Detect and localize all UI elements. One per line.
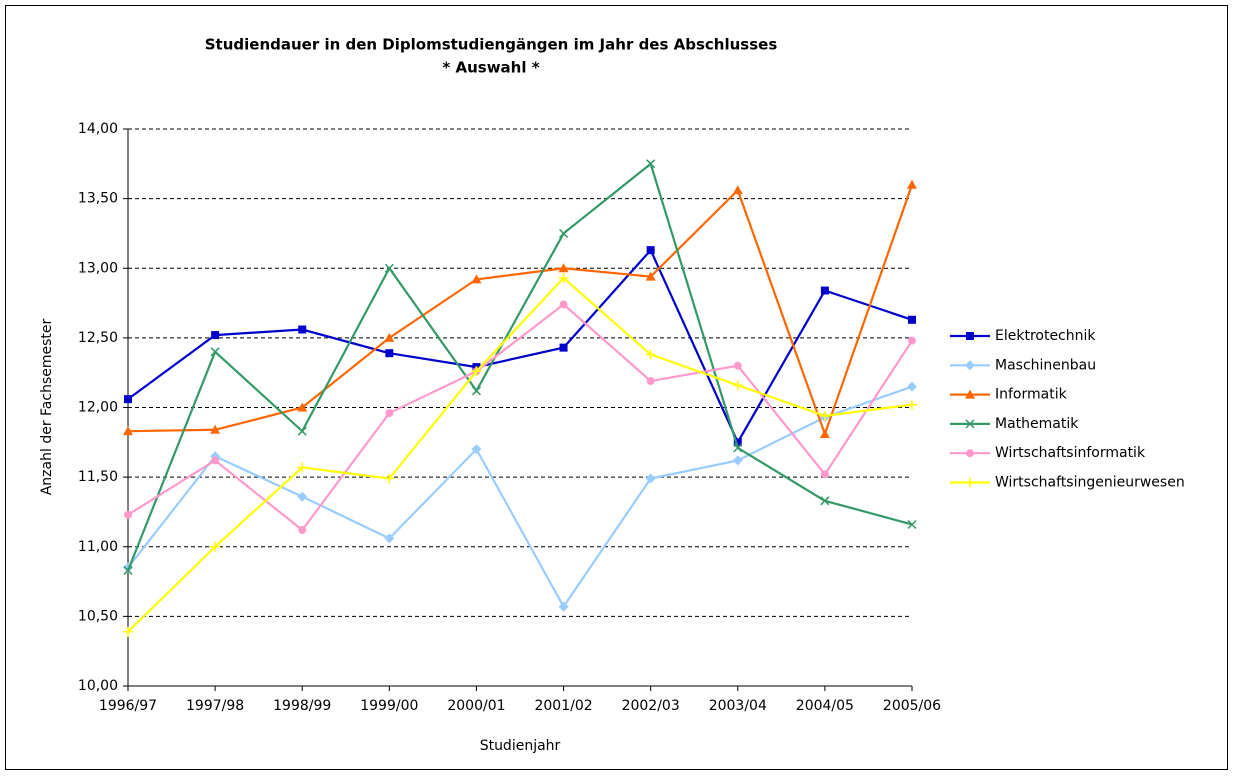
data-point — [297, 462, 308, 473]
y-tick-label: 11,50 — [78, 469, 118, 485]
data-point — [471, 444, 482, 455]
data-point — [820, 286, 829, 295]
chart-border — [5, 5, 1228, 770]
y-tick-label: 10,50 — [78, 608, 118, 624]
x-tick-label: 2002/03 — [622, 698, 680, 714]
chart-title: Studiendauer in den Diplomstudiengängen … — [205, 36, 778, 54]
data-point — [558, 601, 569, 612]
x-tick-label: 1998/99 — [273, 698, 331, 714]
y-axis-label: Anzahl der Fachsemester — [39, 318, 55, 495]
data-point — [558, 272, 569, 283]
x-tick-label: 2004/05 — [796, 698, 854, 714]
legend-marker — [965, 477, 975, 488]
data-point — [298, 325, 307, 334]
data-point — [124, 510, 132, 519]
data-point — [123, 426, 133, 436]
data-point — [908, 336, 916, 345]
data-point — [733, 361, 742, 370]
x-tick-label: 2000/01 — [447, 698, 505, 714]
data-point — [646, 377, 655, 386]
data-point — [907, 399, 917, 410]
x-tick-label: 1997/98 — [186, 698, 244, 714]
data-point — [211, 456, 220, 465]
data-point — [820, 470, 829, 479]
data-point — [471, 386, 481, 396]
data-point — [124, 395, 132, 404]
data-point — [558, 263, 569, 273]
series-line — [127, 276, 913, 633]
data-point — [385, 349, 394, 358]
legend-label: Mathematik — [995, 416, 1079, 432]
data-point — [819, 410, 830, 421]
data-point — [732, 380, 743, 391]
y-tick-label: 14,00 — [78, 121, 118, 137]
data-point — [210, 541, 221, 552]
legend-marker — [965, 360, 975, 371]
data-point — [732, 185, 743, 195]
legend-label: Wirtschaftsingenieurwesen — [995, 475, 1185, 491]
legend-label: Informatik — [995, 387, 1068, 403]
data-point — [646, 246, 655, 255]
series-line — [127, 385, 913, 609]
data-point — [471, 274, 482, 284]
data-point — [297, 402, 308, 412]
legend-marker — [966, 449, 974, 458]
x-tick-label: 1996/97 — [99, 698, 157, 714]
x-tick-label: 1999/00 — [360, 698, 418, 714]
data-point — [384, 332, 395, 342]
data-point — [210, 347, 220, 357]
data-point — [645, 473, 656, 484]
data-point — [907, 179, 917, 189]
data-point — [559, 300, 568, 309]
data-point — [645, 349, 656, 360]
data-point — [733, 443, 743, 453]
legend-marker — [966, 332, 974, 340]
series-line — [127, 184, 914, 438]
data-point — [645, 271, 656, 281]
series-line — [127, 248, 913, 445]
data-point — [385, 409, 394, 418]
data-point — [297, 426, 307, 436]
data-point — [123, 626, 133, 637]
x-tick-label: 2005/06 — [883, 698, 941, 714]
data-point — [384, 263, 394, 273]
data-point — [559, 343, 568, 352]
data-point — [298, 526, 307, 535]
data-point — [908, 315, 916, 324]
data-point — [210, 424, 221, 434]
chart-subtitle: * Auswahl * — [442, 59, 539, 77]
x-tick-label: 2003/04 — [709, 698, 767, 714]
data-point — [211, 331, 220, 340]
y-tick-label: 13,00 — [78, 260, 118, 276]
data-point — [384, 473, 395, 484]
legend-label: Elektrotechnik — [995, 328, 1096, 344]
data-point — [123, 565, 133, 575]
x-tick-label: 2001/02 — [534, 698, 592, 714]
data-point — [733, 438, 742, 447]
y-tick-label: 10,00 — [78, 678, 118, 694]
data-point — [820, 496, 830, 506]
data-point — [732, 455, 743, 466]
data-point — [471, 366, 482, 377]
data-point — [819, 428, 830, 438]
y-tick-label: 11,00 — [78, 539, 118, 555]
data-point — [646, 159, 656, 169]
data-point — [384, 533, 395, 544]
data-point — [297, 491, 308, 502]
data-point — [907, 381, 917, 392]
legend-label: Maschinenbau — [995, 357, 1096, 373]
series-line — [126, 161, 913, 571]
legend-marker — [965, 389, 975, 399]
y-tick-label: 13,50 — [78, 191, 118, 207]
legend-marker — [965, 419, 975, 429]
y-tick-label: 12,50 — [78, 330, 118, 346]
data-point — [559, 228, 569, 238]
data-point — [907, 519, 917, 530]
x-axis-label: Studienjahr — [480, 738, 561, 754]
y-tick-label: 12,00 — [78, 400, 118, 416]
legend-label: Wirtschaftsinformatik — [995, 445, 1146, 461]
series-line — [127, 303, 913, 532]
